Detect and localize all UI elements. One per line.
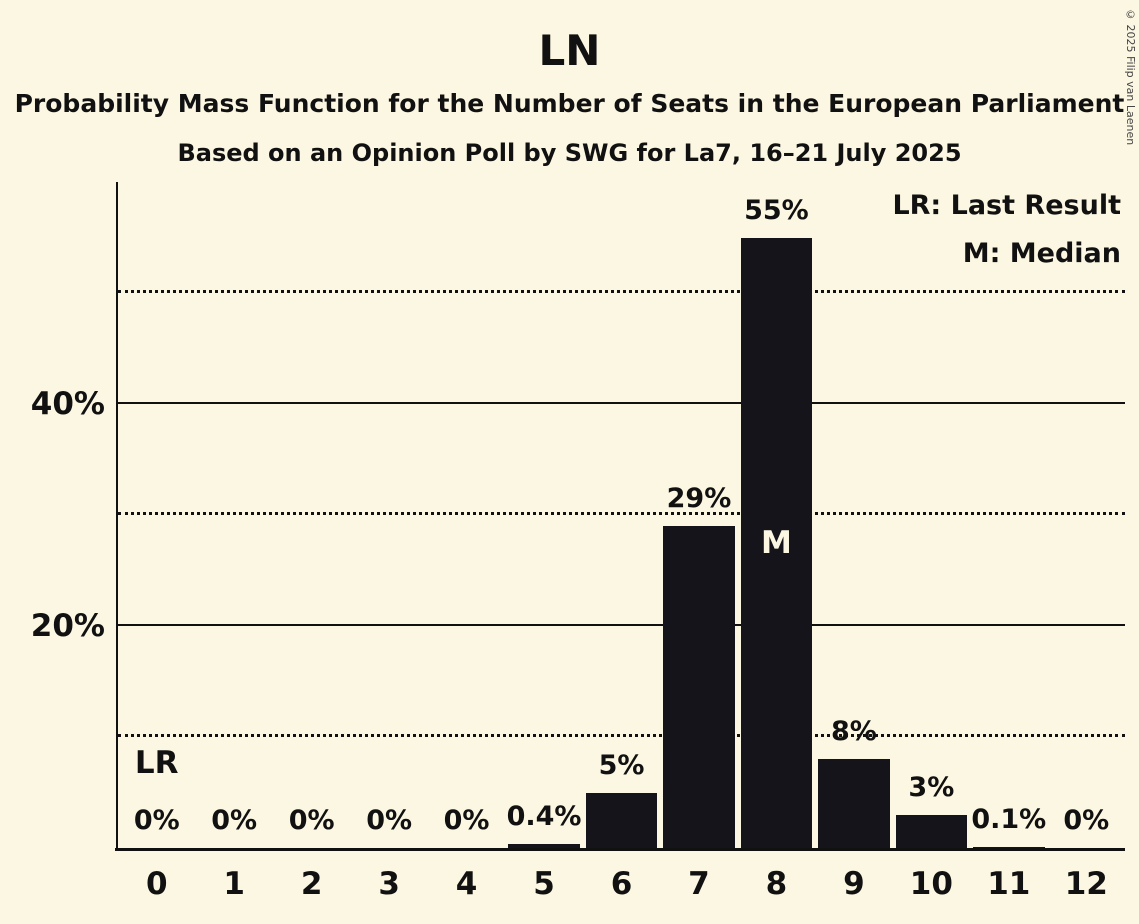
x-axis-labels: 0 1 2 3 4 5 6 7 8 9 10 11 12	[118, 864, 1125, 908]
x-axis-label-10: 10	[909, 866, 953, 902]
bar-value-label-3: 0%	[366, 805, 413, 836]
bar-seats-10	[895, 814, 968, 848]
bar-value-label-11: 0.1%	[971, 803, 1047, 835]
gridline-dotted-10pct	[118, 734, 1125, 737]
copyright-text: © 2025 Filip van Laenen	[1124, 8, 1137, 146]
legend-median: M: Median	[962, 238, 1121, 269]
x-axis-label-9: 9	[843, 866, 865, 902]
chart-subtitle: Probability Mass Function for the Number…	[14, 89, 1125, 118]
bar-value-label-4: 0%	[443, 805, 490, 836]
x-axis-label-1: 1	[223, 866, 245, 902]
last-result-marker: LR	[134, 745, 179, 781]
y-axis-tick-20: 20%	[30, 608, 105, 644]
bar-value-label-8: 55%	[744, 194, 809, 226]
x-axis-label-3: 3	[378, 866, 400, 902]
x-axis-label-2: 2	[300, 866, 323, 902]
bar-seats-9	[818, 759, 890, 848]
x-axis-label-4: 4	[455, 866, 478, 902]
bar-value-label-0: 0%	[133, 805, 180, 836]
bar-seats-7	[663, 526, 735, 848]
bar-value-label-10: 3%	[908, 771, 955, 803]
x-axis-label-8: 8	[765, 866, 788, 902]
x-axis-label-6: 6	[610, 866, 633, 902]
bar-value-label-2: 0%	[288, 805, 335, 836]
bar-value-label-5: 0.4%	[506, 800, 582, 832]
bar-value-label-12: 0%	[1063, 805, 1110, 836]
legend: LR: Last Result M: Median	[892, 182, 1121, 278]
chart-source-line: Based on an Opinion Poll by SWG for La7,…	[177, 139, 962, 167]
gridline-dotted-50pct	[118, 290, 1125, 293]
x-axis-line	[115, 848, 1125, 851]
chart-title: LN	[538, 26, 601, 75]
bar-value-label-7: 29%	[666, 483, 732, 515]
plot-area: 0% 0% 0% 0% 0% 0.4% 5% 29% 55% 8% 3% 0.1% 0% LR M	[115, 182, 1125, 851]
gridline-solid-40pct	[118, 402, 1125, 404]
x-axis-label-11: 11	[987, 866, 1031, 902]
bar-seats-6	[585, 792, 658, 848]
legend-last-result: LR: Last Result	[892, 190, 1121, 221]
bar-seats-11	[973, 846, 1045, 848]
bar-seats-8	[740, 237, 813, 848]
y-axis-line	[116, 182, 118, 848]
gridline-solid-20pct	[118, 624, 1125, 626]
bar-value-label-1: 0%	[211, 805, 258, 836]
median-marker: M	[760, 524, 792, 561]
bar-value-label-6: 5%	[598, 749, 645, 781]
x-axis-label-5: 5	[533, 866, 555, 902]
gridline-dotted-30pct	[118, 512, 1125, 515]
x-axis-label-7: 7	[688, 866, 710, 902]
y-axis-tick-40: 40%	[30, 386, 105, 422]
bar-value-label-9: 8%	[830, 716, 877, 748]
bar-seats-5	[508, 843, 580, 848]
x-axis-label-12: 12	[1064, 866, 1108, 902]
x-axis-label-0: 0	[145, 866, 168, 902]
